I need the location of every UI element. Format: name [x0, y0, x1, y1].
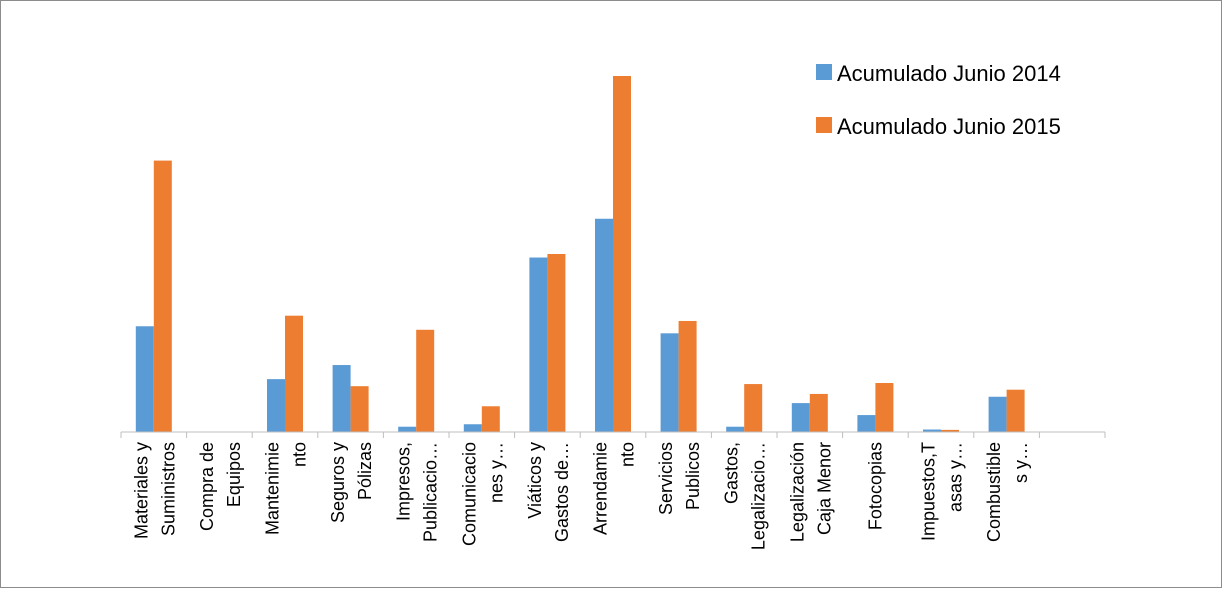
x-tick-label: Suministros [158, 442, 178, 536]
x-tick-label: Seguros y [328, 442, 348, 523]
x-tick-label: nes y… [486, 442, 506, 503]
legend-swatch-2015 [816, 117, 832, 133]
x-tick-label: Legalización [787, 442, 807, 542]
x-tick-label: nto [618, 442, 638, 467]
bar-2015-8 [678, 320, 697, 432]
bar-2015-6 [547, 254, 566, 432]
bar-2014-2 [267, 379, 285, 432]
x-tick-label: Combustible [984, 442, 1004, 542]
bar-2014-11 [857, 415, 876, 432]
bar-2015-11 [875, 383, 894, 432]
x-tick-label: Gastos de… [552, 442, 572, 542]
x-tick-label: Equipos [224, 442, 244, 507]
bar-2014-5 [463, 424, 482, 432]
x-tick-label: asas y… [946, 442, 966, 512]
x-tick-label: Servicios [656, 442, 676, 515]
x-tick-label: Publicacio… [421, 442, 441, 542]
bar-2014-6 [529, 257, 548, 432]
x-tick-label: Mantenimie [263, 442, 283, 535]
bar-2015-2 [285, 315, 303, 432]
legend-swatch-2014 [816, 64, 832, 80]
bar-2014-10 [791, 403, 810, 432]
x-tick-label: Arrendamie [591, 442, 611, 535]
x-tick-label: Caja Menor [814, 442, 834, 535]
bars-layer [135, 76, 1025, 432]
bar-2015-5 [481, 406, 500, 432]
x-tick-label: s y… [1011, 442, 1031, 483]
legend-label-2014: Acumulado Junio 2014 [837, 61, 1061, 86]
x-tick-label: Materiales y [131, 442, 151, 539]
x-tick-label: Legalizacio… [749, 442, 769, 550]
bar-2015-4 [416, 329, 435, 432]
bar-2014-0 [135, 326, 154, 432]
x-tick-label: Gastos, [722, 442, 742, 504]
bar-2015-9 [744, 384, 763, 432]
x-tick-label: Compra de [197, 442, 217, 531]
x-tick-label: nto [290, 442, 310, 467]
x-tick-label: Viáticos y [525, 442, 545, 519]
bar-2014-4 [398, 426, 417, 432]
bar-2015-0 [153, 160, 172, 432]
bar-2015-10 [809, 393, 828, 432]
bar-2015-13 [1006, 389, 1025, 432]
legend-label-2015: Acumulado Junio 2015 [837, 114, 1061, 139]
x-tick-label: Fotocopias [865, 442, 885, 530]
x-tick-label: Pólizas [355, 442, 375, 500]
bar-2014-8 [660, 333, 679, 432]
legend: Acumulado Junio 2014 Acumulado Junio 201… [816, 61, 1061, 139]
x-tick-label: Impuestos,T [919, 442, 939, 541]
x-tick-label: Impresos, [394, 442, 414, 521]
x-tick-label: Comunicacio [459, 442, 479, 546]
bar-2014-3 [332, 365, 351, 432]
bar-2015-7 [613, 76, 631, 432]
bar-2014-9 [726, 426, 745, 432]
bar-2014-13 [988, 396, 1007, 432]
bar-2014-7 [595, 218, 613, 432]
x-ticks-layer [120, 432, 1106, 438]
x-tick-label: Publicos [683, 442, 703, 510]
x-tick-labels-layer: Materiales y Suministros Compra de Equipos M… [131, 442, 1031, 550]
bar-2014-12 [923, 429, 941, 432]
bar-2015-12 [941, 429, 959, 432]
bar-2015-3 [350, 386, 369, 432]
